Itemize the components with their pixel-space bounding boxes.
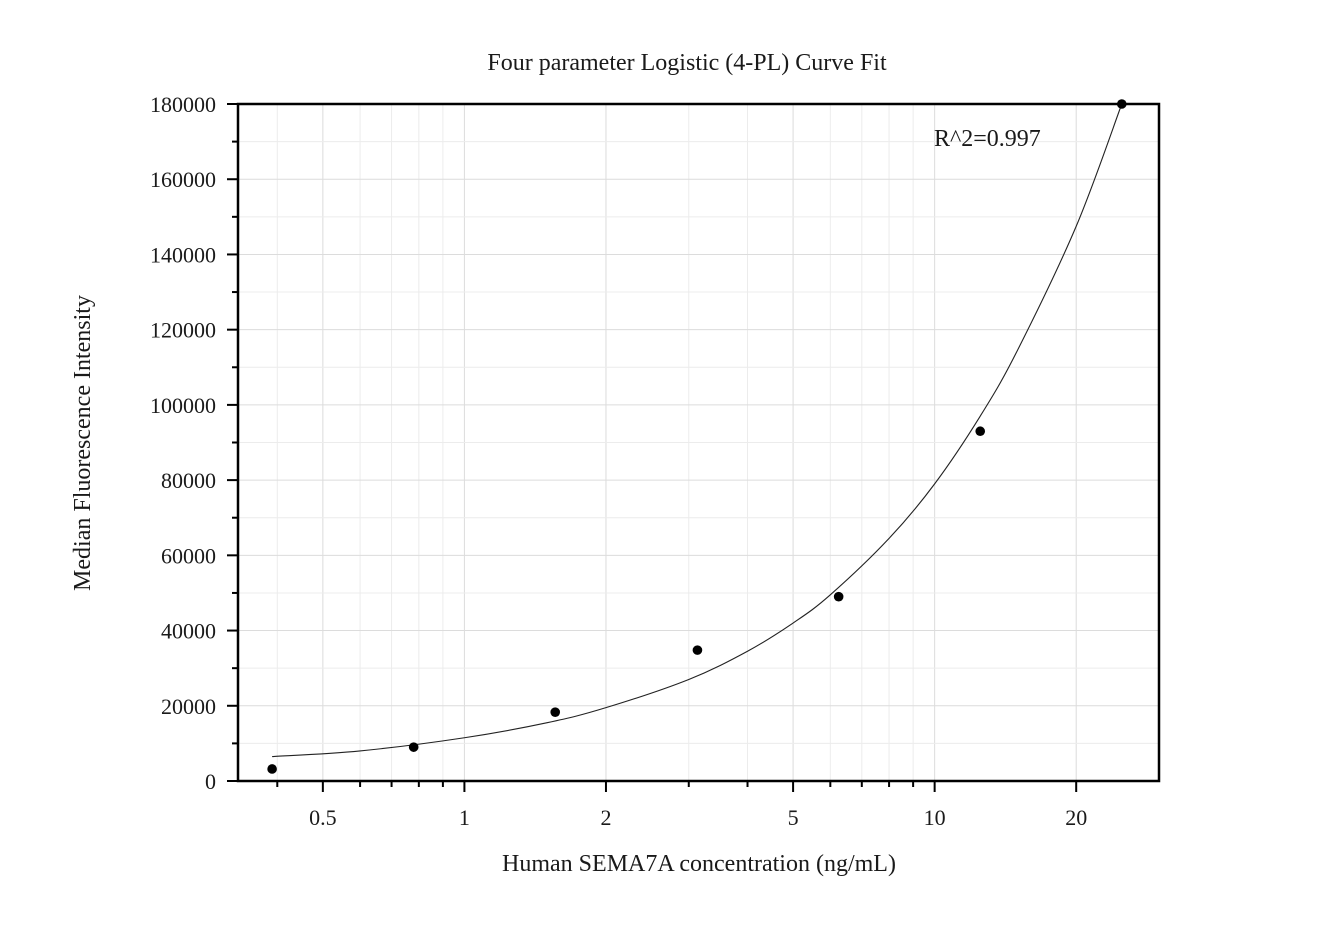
fit-curve-layer bbox=[272, 103, 1123, 758]
data-point bbox=[692, 645, 703, 655]
grid-lines bbox=[238, 103, 1159, 782]
x-tick-label: 0.5 bbox=[309, 805, 337, 830]
x-tick-label: 1 bbox=[459, 805, 470, 830]
y-axis-label: Median Fluorescence Intensity bbox=[70, 295, 96, 591]
x-tick-labels: 0.5 1 2 5 10 20 bbox=[309, 805, 1087, 830]
x-tick-label: 2 bbox=[600, 805, 611, 830]
x-tick-label: 10 bbox=[924, 805, 946, 830]
x-axis-label: Human SEMA7A concentration (ng/mL) bbox=[502, 851, 896, 877]
data-point bbox=[975, 426, 986, 437]
data-point bbox=[267, 764, 277, 774]
data-point bbox=[408, 742, 419, 752]
y-tick-label: 180000 bbox=[150, 92, 216, 117]
y-tick-labels: 0 20000 40000 60000 80000 100000 120000 140000 1… bbox=[150, 92, 216, 794]
data-points bbox=[267, 99, 1127, 774]
x-tick-label: 5 bbox=[788, 805, 799, 830]
data-point bbox=[550, 707, 561, 717]
y-tick-label: 100000 bbox=[150, 393, 216, 418]
r-squared-annotation: R^2=0.997 bbox=[934, 126, 1041, 152]
y-tick-label: 40000 bbox=[161, 619, 216, 644]
chart-title: Four parameter Logistic (4-PL) Curve Fit bbox=[487, 50, 887, 76]
y-tick-label: 120000 bbox=[150, 318, 216, 343]
y-tick-label: 80000 bbox=[161, 468, 216, 493]
y-tick-label: 0 bbox=[205, 769, 216, 794]
axis-ticks bbox=[227, 103, 1078, 792]
y-tick-label: 20000 bbox=[161, 694, 216, 719]
data-point bbox=[833, 591, 844, 602]
y-tick-label: 160000 bbox=[150, 167, 216, 192]
fit-curve-line bbox=[272, 103, 1123, 758]
x-tick-label: 20 bbox=[1065, 805, 1087, 830]
y-tick-label: 140000 bbox=[150, 242, 216, 267]
y-tick-label: 60000 bbox=[161, 543, 216, 568]
